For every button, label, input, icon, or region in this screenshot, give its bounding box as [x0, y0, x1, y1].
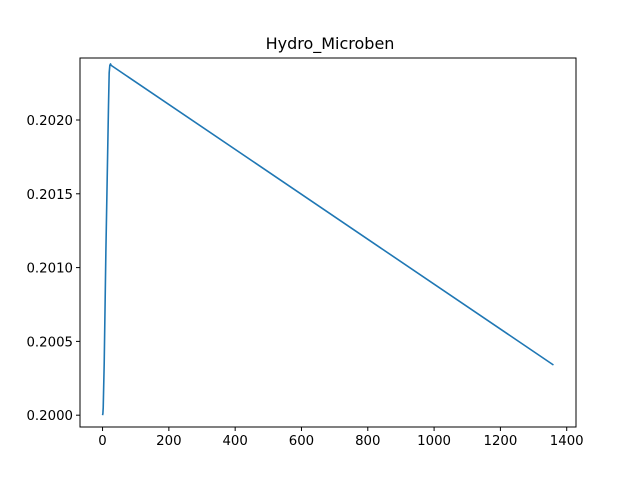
chart-title: Hydro_Microben [266, 34, 395, 54]
y-tick-label: 0.2000 [26, 409, 73, 424]
x-tick-label: 1400 [550, 434, 584, 449]
axes-frame [79, 57, 577, 428]
y-tick-label: 0.2005 [26, 335, 73, 350]
x-tick-label: 1200 [483, 434, 517, 449]
y-axis: 0.2000 0.2005 0.2010 0.2015 0.2020 [26, 114, 80, 424]
x-axis: 0 200 400 600 800 1000 1200 1400 [98, 427, 584, 449]
plot-area [101, 63, 554, 416]
series-line-0 [101, 63, 554, 416]
x-tick-label: 400 [222, 434, 247, 449]
x-tick-label: 200 [156, 434, 181, 449]
x-tick-label: 800 [355, 434, 380, 449]
x-tick-label: 1000 [417, 434, 451, 449]
y-tick-label: 0.2010 [26, 262, 73, 277]
x-tick-label: 0 [98, 434, 106, 449]
y-tick-label: 0.2020 [26, 114, 73, 129]
x-tick-label: 600 [289, 434, 314, 449]
y-tick-label: 0.2015 [26, 188, 73, 203]
